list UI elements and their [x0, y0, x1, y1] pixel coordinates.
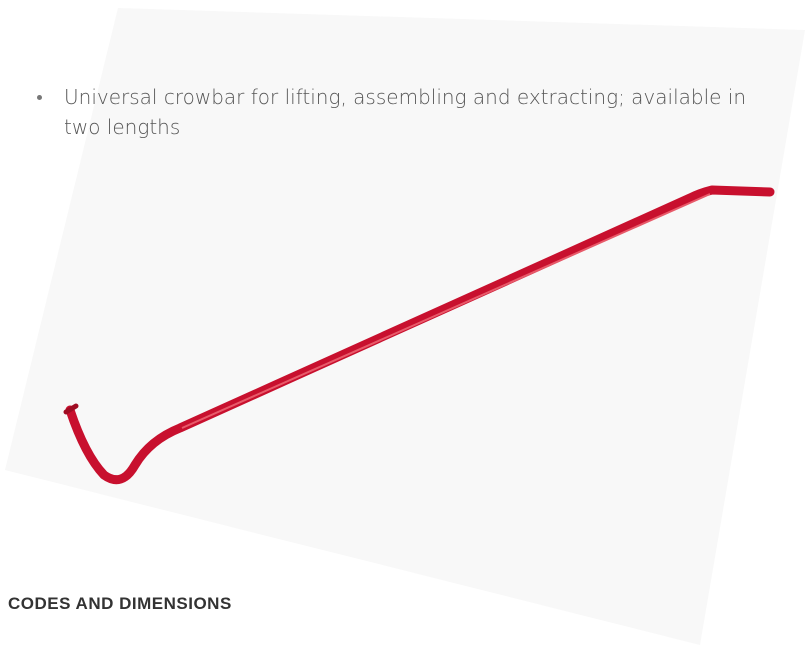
section-title: CODES AND DIMENSIONS	[8, 594, 232, 613]
crowbar	[65, 185, 775, 485]
feature-item: Universal crowbar for lifting, assemblin…	[37, 82, 764, 142]
crowbar-highlight	[181, 193, 711, 429]
feature-list: Universal crowbar for lifting, assemblin…	[36, 82, 764, 142]
crowbar-claw	[63, 403, 79, 415]
